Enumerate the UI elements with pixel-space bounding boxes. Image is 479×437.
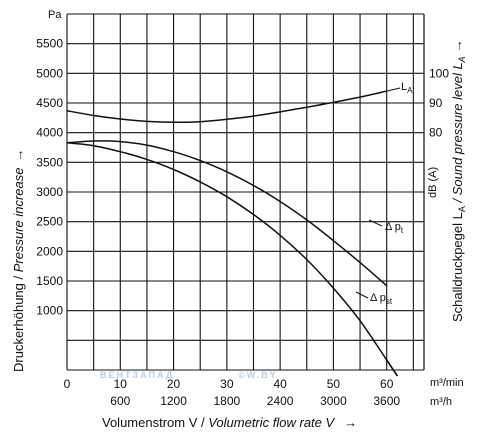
x-tick-label-primary: 30 <box>220 377 234 391</box>
x-tick-label-secondary: 1800 <box>213 394 240 408</box>
y-tick-label-right: 100 <box>429 66 449 80</box>
x-tick-label-secondary: 600 <box>110 394 130 408</box>
y-tick-label-left: 5500 <box>36 37 63 51</box>
grid <box>66 13 425 371</box>
series-line-tail <box>386 359 398 377</box>
series-label: Δ pt <box>385 221 404 235</box>
y-tick-label-left: 4500 <box>36 96 63 110</box>
y-tick-label-left: 2500 <box>36 215 63 229</box>
series-leader-line <box>355 291 369 299</box>
y-tick-label-left: 2000 <box>36 244 63 258</box>
watermark: ВЕНТЗАПАД <box>100 370 174 380</box>
x-axis-title: Volumenstrom V / Volumetric flow rate V → <box>102 415 357 430</box>
y-unit-left: Pa <box>48 9 62 21</box>
x-tick-label-secondary: 3000 <box>320 394 347 408</box>
x-tick-label-primary: 10 <box>114 377 128 391</box>
x-tick-label-primary: 50 <box>327 377 341 391</box>
y-tick-label-left: 5000 <box>36 66 63 80</box>
series-leader-line <box>368 219 383 227</box>
series-line <box>66 90 387 124</box>
x-unit-primary: m³/min <box>430 377 464 389</box>
y-tick-label-left: 3500 <box>36 155 63 169</box>
series-label: LA <box>401 81 413 95</box>
x-tick-label-secondary: 2400 <box>267 394 294 408</box>
y-unit-right: dB (A) <box>427 167 439 198</box>
series-line <box>66 140 388 287</box>
y-tick-label-left: 3000 <box>36 185 63 199</box>
x-tick-label-secondary: 3600 <box>373 394 400 408</box>
x-tick-label-primary: 60 <box>380 377 394 391</box>
x-tick-label-secondary: 1200 <box>160 394 187 408</box>
series-line <box>66 142 399 377</box>
y-tick-label-left: 1500 <box>36 274 63 288</box>
x-tick-label-primary: 20 <box>167 377 181 391</box>
y-tick-label-right: 80 <box>429 126 443 140</box>
x-tick-label-primary: 0 <box>64 377 71 391</box>
watermark-suffix: ©W.BY <box>238 370 278 380</box>
y-axis-title-right: Schalldruckpegel LA / Sound pressure lev… <box>450 39 467 322</box>
curves: LA Δ pt Δ pst <box>66 81 413 377</box>
tick-labels: 1000150020002500300035004000450050005500… <box>36 37 449 408</box>
y-tick-label-left: 4000 <box>36 126 63 140</box>
y-axis-title-left: Druckerhöhung / Pressure increase→ <box>11 148 26 372</box>
series-leader-line <box>386 87 401 92</box>
y-tick-label-right: 90 <box>429 96 443 110</box>
x-unit-secondary: m³/h <box>430 396 452 408</box>
y-tick-label-left: 1000 <box>36 304 63 318</box>
x-tick-label-primary: 40 <box>273 377 287 391</box>
series-label: Δ pst <box>370 292 393 306</box>
